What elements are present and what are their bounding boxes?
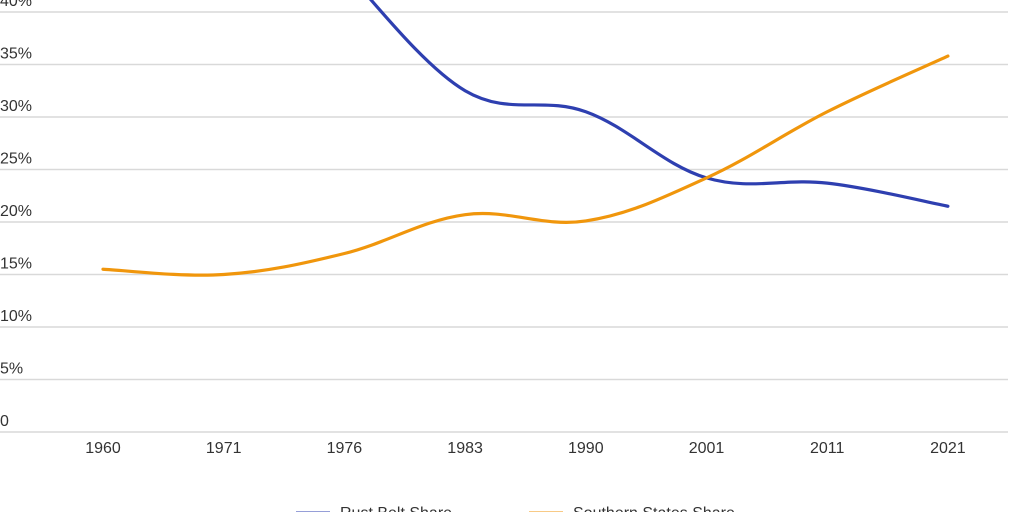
x-axis: 1960 1971 1976 1983 1990 2001 2011 2021 xyxy=(85,440,966,457)
x-tick-label: 2011 xyxy=(810,440,845,457)
y-tick-label: 5% xyxy=(0,361,23,378)
y-tick-label: 30% xyxy=(0,98,32,115)
y-tick-label: 25% xyxy=(0,151,32,168)
y-tick-label: 35% xyxy=(0,46,32,63)
y-tick-label: 40% xyxy=(0,0,32,10)
x-tick-label: 1976 xyxy=(327,440,363,457)
y-axis: 0 5% 10% 15% 20% 25% 30% 35% 40% xyxy=(0,0,32,430)
y-tick-label: 0 xyxy=(0,413,9,430)
x-tick-label: 2001 xyxy=(689,440,725,457)
x-tick-label: 2021 xyxy=(930,440,966,457)
series-lines xyxy=(101,0,950,277)
legend-label: Rust Belt Share xyxy=(340,505,452,512)
legend: Rust Belt Share Southern States Share xyxy=(296,505,735,512)
y-tick-label: 15% xyxy=(0,256,32,273)
series-line-0 xyxy=(368,0,950,208)
grid xyxy=(0,11,1008,433)
x-tick-label: 1990 xyxy=(568,440,604,457)
x-tick-label: 1983 xyxy=(447,440,483,457)
x-tick-label: 1960 xyxy=(85,440,121,457)
y-tick-label: 10% xyxy=(0,308,32,325)
legend-label: Southern States Share xyxy=(573,505,735,512)
series-line-1 xyxy=(101,54,950,277)
x-tick-label: 1971 xyxy=(206,440,242,457)
y-tick-label: 20% xyxy=(0,203,32,220)
